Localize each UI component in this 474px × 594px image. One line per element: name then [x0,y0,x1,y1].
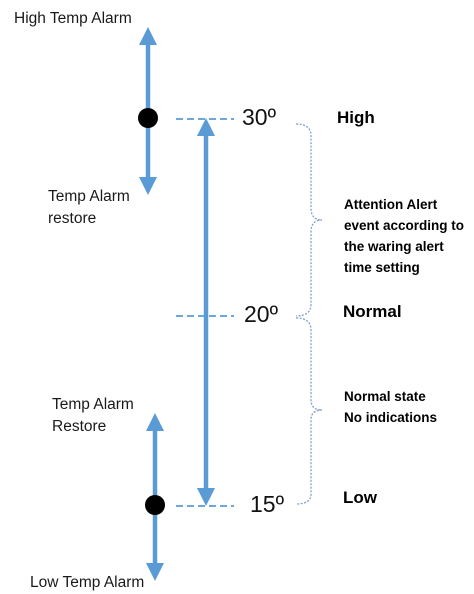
attention-note-line1: Attention Alert [344,197,438,212]
low-temp-alarm-label: Low Temp Alarm [30,574,145,591]
attention-note-line2: event according to [344,218,465,233]
temp-alarm-restore-lower-line1: Temp Alarm [52,396,134,413]
attention-note-line4: time setting [344,260,420,275]
normal-note-line1: Normal state [344,389,426,404]
threshold-value-normal: 20º [244,301,278,327]
level-label-high: High [337,108,375,127]
temp-alarm-restore-upper-line2: restore [48,210,97,227]
upper-brace [295,123,323,317]
attention-note-line3: the waring alert [344,239,444,254]
lower-brace [295,317,323,505]
level-label-normal: Normal [343,302,402,321]
low-threshold-dot [145,495,165,515]
threshold-value-high: 30º [242,104,276,130]
threshold-value-low: 15º [250,491,284,517]
high-threshold-dot [138,108,158,128]
normal-note-line2: No indications [344,410,438,425]
temp-alarm-restore-lower-line2: Restore [52,418,107,435]
level-label-low: Low [343,488,377,507]
high-temp-alarm-label: High Temp Alarm [14,10,132,27]
temp-alarm-restore-upper-line1: Temp Alarm [48,188,130,205]
